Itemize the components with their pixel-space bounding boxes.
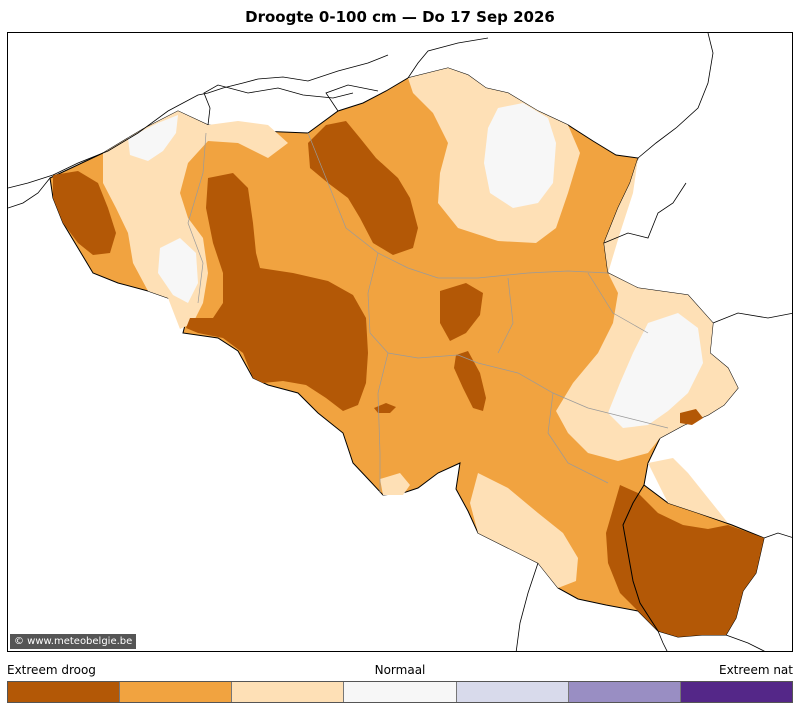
map-title: Droogte 0-100 cm — Do 17 Sep 2026 bbox=[245, 8, 555, 26]
zone-slightly-dry-south bbox=[470, 473, 578, 588]
neighbor-borders bbox=[8, 33, 792, 651]
zone-slightly-dry-east bbox=[556, 158, 738, 461]
map-canvas bbox=[8, 33, 792, 651]
zone-slightly-dry-small bbox=[380, 473, 410, 495]
zone-extreme-dry-west bbox=[53, 171, 116, 255]
legend-swatch-3 bbox=[232, 682, 345, 702]
zone-extreme-dry-southeast bbox=[606, 485, 764, 637]
zone-extreme-dry-central-west bbox=[186, 173, 368, 411]
legend-swatch-5 bbox=[456, 682, 569, 702]
credit-badge: © www.meteobelgie.be bbox=[10, 634, 137, 649]
legend-swatch-7 bbox=[680, 682, 792, 702]
zone-normal-coast bbox=[128, 115, 178, 161]
legend-label-normal: Normaal bbox=[374, 663, 426, 677]
legend-swatch-1 bbox=[8, 682, 121, 702]
zone-normal-north bbox=[484, 103, 556, 208]
province-borders bbox=[187, 132, 669, 493]
legend-swatch-4 bbox=[344, 682, 457, 702]
zone-extreme-dry-center-south bbox=[454, 351, 486, 411]
legend-swatch-2 bbox=[120, 682, 233, 702]
legend-label-extreme-dry: Extreem droog bbox=[7, 663, 96, 677]
zone-slightly-dry-southeast bbox=[648, 458, 728, 523]
legend-label-extreme-wet: Extreem nat bbox=[719, 663, 793, 677]
zone-extreme-dry-dot bbox=[374, 403, 396, 413]
zone-extreme-dry-east-dot bbox=[680, 409, 703, 425]
luxembourg-border bbox=[622, 484, 659, 632]
zone-normal-east bbox=[608, 313, 703, 428]
color-legend bbox=[7, 681, 793, 703]
legend-swatch-6 bbox=[568, 682, 681, 702]
drought-map[interactable] bbox=[7, 32, 793, 652]
legend-labels: Extreem droog Normaal Extreem nat bbox=[7, 663, 793, 679]
zone-slightly-dry-coast bbox=[103, 111, 288, 329]
zone-extreme-dry-center bbox=[440, 283, 483, 341]
zone-normal-west bbox=[158, 238, 198, 303]
zone-extreme-dry-north bbox=[308, 121, 418, 255]
